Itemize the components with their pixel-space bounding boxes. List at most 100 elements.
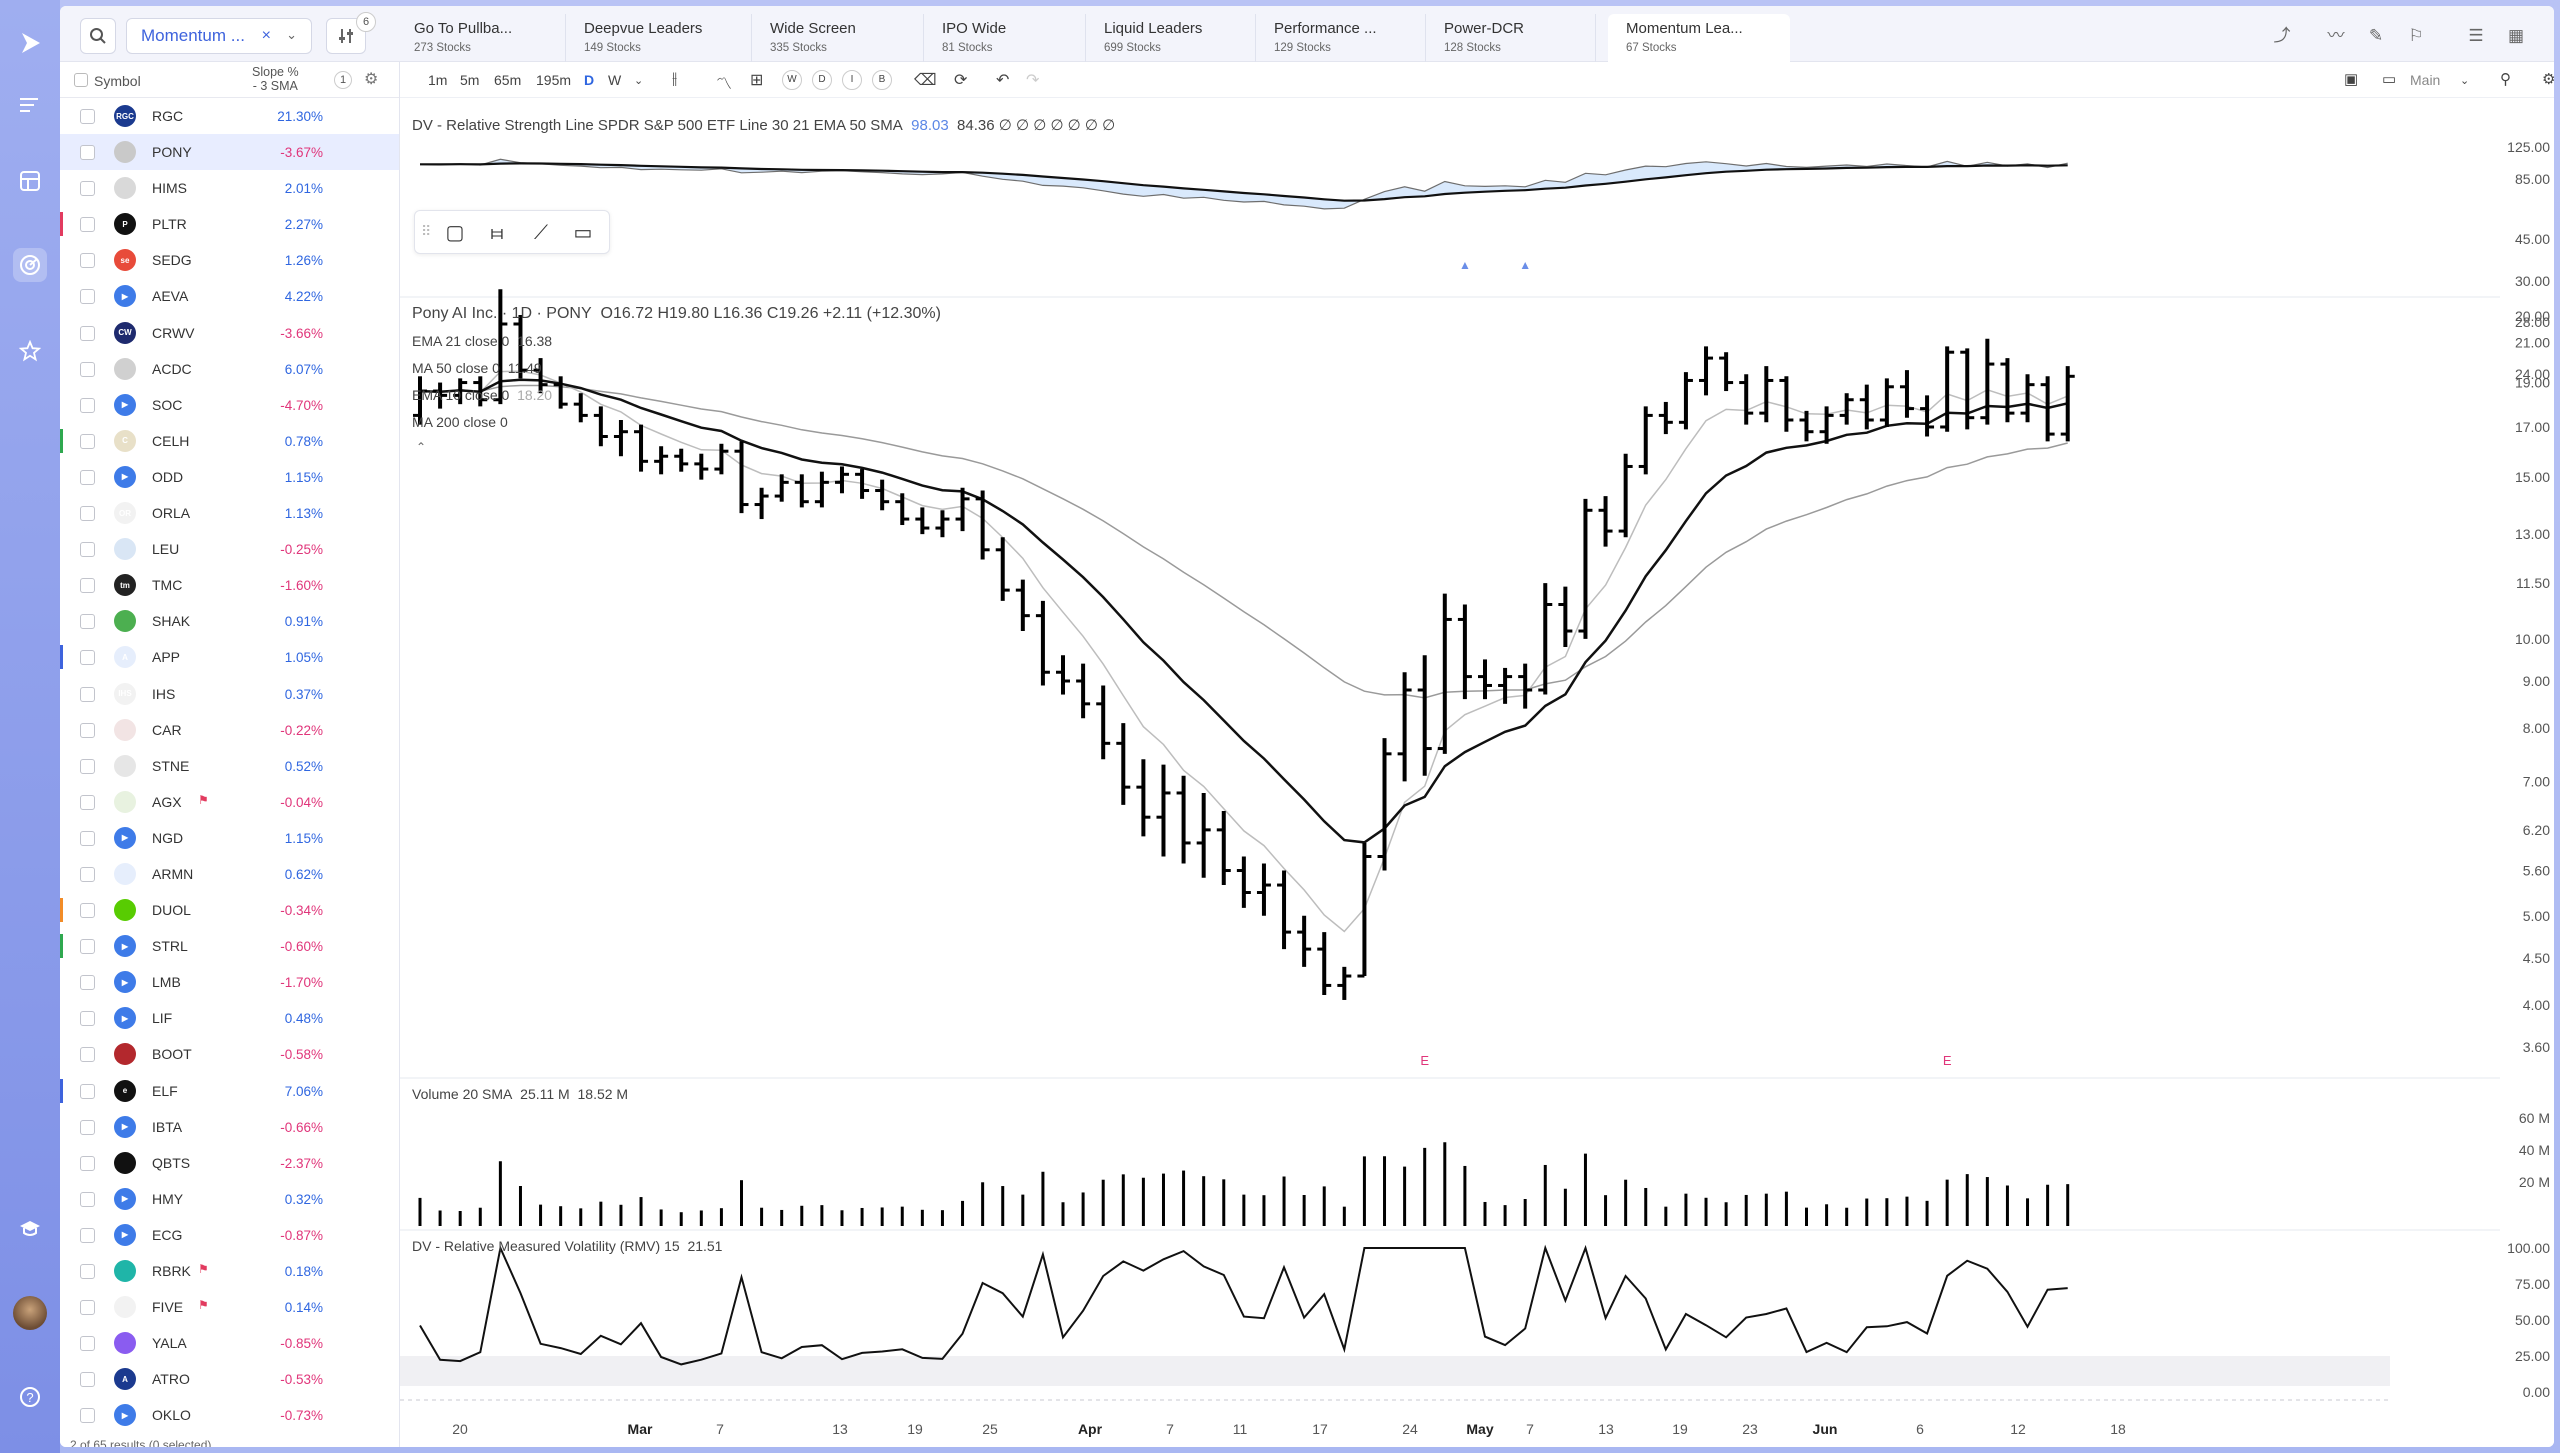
- watchlist-row[interactable]: A APP 1.05%: [60, 639, 399, 675]
- menu-icon[interactable]: [13, 88, 47, 122]
- bar-style-icon[interactable]: ⫲: [672, 70, 678, 87]
- grid-view-icon[interactable]: ▦: [2507, 26, 2525, 45]
- ticker-symbol[interactable]: LMB: [152, 974, 181, 991]
- symbol-column-header[interactable]: Symbol: [94, 73, 141, 89]
- ticker-symbol[interactable]: ORLA: [152, 505, 191, 522]
- ticker-symbol[interactable]: HIMS: [152, 180, 187, 197]
- watchlist-row[interactable]: A ATRO -0.53%: [60, 1361, 399, 1397]
- row-checkbox[interactable]: [80, 397, 95, 413]
- watchlist-row[interactable]: YALA -0.85%: [60, 1325, 399, 1361]
- tab-performance[interactable]: Performance ... 129 Stocks: [1256, 14, 1426, 62]
- row-checkbox[interactable]: [80, 1047, 95, 1063]
- price-chart[interactable]: 28.00 24.00 21.00 19.00 17.00 15.00 13.00 11.50…: [400, 62, 2554, 1447]
- tab-deepvue-leaders[interactable]: Deepvue Leaders 149 Stocks: [566, 14, 752, 62]
- row-checkbox[interactable]: [80, 1191, 95, 1207]
- save-layout-icon[interactable]: ▣: [2344, 71, 2359, 88]
- row-checkbox[interactable]: [80, 469, 95, 485]
- watchlist-row[interactable]: STNE 0.52%: [60, 748, 399, 784]
- row-checkbox[interactable]: [80, 578, 95, 594]
- ticker-symbol[interactable]: STNE: [152, 757, 190, 774]
- list-view-icon[interactable]: ☰: [2468, 26, 2484, 45]
- watchlist-row[interactable]: AGX ⚑ -0.04%: [60, 784, 399, 820]
- ticker-symbol[interactable]: LIF: [152, 1010, 173, 1027]
- row-checkbox[interactable]: [80, 361, 95, 377]
- ticker-symbol[interactable]: ELF: [152, 1082, 178, 1099]
- graduation-cap-icon[interactable]: [13, 1212, 47, 1246]
- row-checkbox[interactable]: [80, 1227, 95, 1243]
- bell-icon[interactable]: ⚐: [2408, 26, 2424, 45]
- row-checkbox[interactable]: [80, 866, 95, 882]
- folder-icon[interactable]: ▭: [2382, 71, 2397, 88]
- interval-65m[interactable]: 65m: [494, 72, 522, 88]
- ticker-symbol[interactable]: CELH: [152, 432, 190, 449]
- row-checkbox[interactable]: [80, 1408, 95, 1424]
- collapse-legend-icon[interactable]: ⌃: [416, 440, 427, 454]
- clear-icon[interactable]: ×: [261, 27, 271, 44]
- watchlist-row[interactable]: ▶ AEVA 4.22%: [60, 278, 399, 314]
- ticker-symbol[interactable]: SOC: [152, 396, 183, 413]
- ticker-symbol[interactable]: AGX: [152, 793, 182, 810]
- ticker-symbol[interactable]: SHAK: [152, 613, 191, 630]
- layout-name[interactable]: Main: [2410, 72, 2441, 88]
- ticker-symbol[interactable]: OKLO: [152, 1407, 191, 1424]
- radar-icon[interactable]: [13, 248, 47, 282]
- row-checkbox[interactable]: [80, 830, 95, 846]
- rectangle-tool-icon[interactable]: ▢: [445, 222, 465, 244]
- row-checkbox[interactable]: [80, 686, 95, 702]
- tab-ipo-wide[interactable]: IPO Wide 81 Stocks: [924, 14, 1086, 62]
- search-button[interactable]: [80, 18, 116, 54]
- interval-195m[interactable]: 195m: [536, 72, 572, 88]
- row-checkbox[interactable]: [80, 1372, 95, 1388]
- row-checkbox[interactable]: [80, 325, 95, 341]
- ticker-symbol[interactable]: IHS: [152, 685, 176, 702]
- row-checkbox[interactable]: [80, 1011, 95, 1027]
- row-checkbox[interactable]: [80, 903, 95, 919]
- circle-i-button[interactable]: I: [842, 70, 862, 90]
- row-checkbox[interactable]: [80, 975, 95, 991]
- undo-icon[interactable]: ↶: [996, 72, 1010, 89]
- fib-tool-icon[interactable]: ⧦: [490, 222, 504, 244]
- watchlist-row[interactable]: LEU -0.25%: [60, 531, 399, 567]
- flag-icon[interactable]: ⚑: [198, 1262, 209, 1276]
- ticker-symbol[interactable]: ARMN: [152, 865, 194, 882]
- row-checkbox[interactable]: [80, 1336, 95, 1352]
- interval-d[interactable]: D: [584, 72, 595, 88]
- watchlist-row[interactable]: ▶ STRL -0.60%: [60, 928, 399, 964]
- row-checkbox[interactable]: [80, 181, 95, 197]
- row-checkbox[interactable]: [80, 1155, 95, 1171]
- row-checkbox[interactable]: [80, 722, 95, 738]
- slope-column-header[interactable]: Slope % - 3 SMA: [252, 65, 299, 93]
- chart-line-icon[interactable]: 〰: [2327, 26, 2345, 45]
- circle-b-button[interactable]: B: [872, 70, 892, 90]
- deepvue-logo-icon[interactable]: [13, 26, 47, 60]
- watchlist-row[interactable]: ▶ LIF 0.48%: [60, 1000, 399, 1036]
- watchlist-row[interactable]: ▶ ODD 1.15%: [60, 459, 399, 495]
- ticker-symbol[interactable]: BOOT: [152, 1046, 192, 1063]
- share-icon[interactable]: ⤴: [2273, 26, 2291, 45]
- tab-momentum-leaders[interactable]: Momentum Lea... 67 Stocks: [1608, 14, 1790, 62]
- layout-icon[interactable]: [13, 164, 47, 198]
- watchlist-row[interactable]: ▶ ECG -0.87%: [60, 1217, 399, 1253]
- ticker-symbol[interactable]: RGC: [152, 108, 184, 124]
- ticker-symbol[interactable]: CRWV: [152, 324, 195, 341]
- watchlist-row[interactable]: ▶ SOC -4.70%: [60, 387, 399, 423]
- row-checkbox[interactable]: [80, 939, 95, 955]
- row-checkbox[interactable]: [80, 109, 95, 124]
- watchlist-row[interactable]: ▶ IBTA -0.66%: [60, 1109, 399, 1145]
- row-checkbox[interactable]: [80, 433, 95, 449]
- ticker-symbol[interactable]: TMC: [152, 577, 183, 594]
- watchlist-row[interactable]: RGC RGC 21.30%: [60, 98, 399, 134]
- watchlist-row[interactable]: DUOL -0.34%: [60, 892, 399, 928]
- row-checkbox[interactable]: [80, 650, 95, 666]
- watchlist-row[interactable]: RBRK ⚑ 0.18%: [60, 1253, 399, 1289]
- ticker-symbol[interactable]: CAR: [152, 721, 182, 738]
- tab-liquid-leaders[interactable]: Liquid Leaders 699 Stocks: [1086, 14, 1256, 62]
- ticker-symbol[interactable]: RBRK: [152, 1263, 191, 1279]
- watchlist-row[interactable]: ▶ OKLO -0.73%: [60, 1397, 399, 1433]
- watchlist-row[interactable]: ACDC 6.07%: [60, 351, 399, 387]
- ticker-symbol[interactable]: ECG: [152, 1226, 183, 1243]
- chevron-down-icon[interactable]: ⌄: [286, 27, 297, 42]
- watchlist-row[interactable]: ARMN 0.62%: [60, 856, 399, 892]
- row-checkbox[interactable]: [80, 542, 95, 558]
- row-checkbox[interactable]: [80, 1300, 95, 1316]
